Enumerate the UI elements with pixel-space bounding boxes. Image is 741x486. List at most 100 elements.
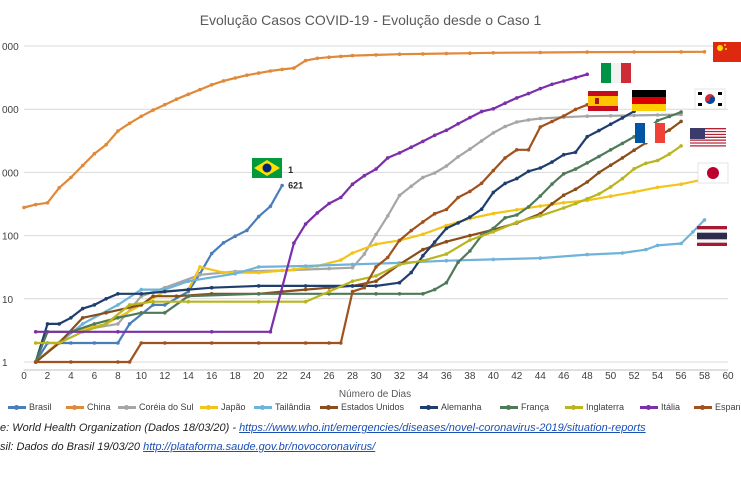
data-point-alemanha: [104, 297, 108, 301]
data-point-brasil: [163, 303, 167, 307]
data-point-coreia-do-sul: [362, 252, 367, 256]
x-tick-label: 46: [558, 371, 570, 382]
legend-swatch: [565, 404, 583, 410]
spain-flag: [588, 91, 618, 111]
data-point-inglaterra: [597, 192, 601, 196]
x-tick-label: 28: [347, 371, 359, 382]
data-point-italia: [468, 115, 472, 120]
x-tick-label: 50: [605, 371, 617, 382]
data-point-tailandia: [644, 247, 648, 252]
data-point-espanha: [550, 119, 554, 124]
data-point-franca: [456, 260, 460, 265]
data-point-espanha: [468, 189, 472, 194]
y-tick-label: 000: [2, 168, 19, 179]
data-point-brasil: [92, 341, 97, 345]
data-point-coreia-do-sul: [456, 155, 460, 159]
x-tick-label: 44: [535, 371, 547, 382]
x-tick-label: 38: [464, 371, 476, 382]
data-point-estados-unidos: [667, 128, 672, 132]
legend-item: Inglaterra: [565, 402, 624, 412]
data-point-inglaterra: [561, 206, 566, 210]
data-point-alemanha: [69, 316, 73, 320]
data-point-italia: [479, 109, 484, 114]
data-point-franca: [256, 292, 261, 296]
x-tick-label: 2: [45, 371, 51, 382]
data-point-estados-unidos: [468, 233, 472, 238]
saude-link[interactable]: http://plataforma.saude.gov.br/novocoron…: [143, 441, 376, 453]
data-point-china: [139, 114, 144, 119]
data-point-franca: [538, 194, 543, 198]
data-point-italia: [339, 195, 343, 200]
data-point-alemanha: [57, 322, 61, 326]
data-point-coreia-do-sul: [116, 322, 120, 326]
data-point-china: [116, 129, 120, 133]
data-point-alemanha: [303, 284, 308, 288]
legend-swatch: [500, 404, 518, 410]
data-point-japao: [292, 267, 296, 272]
data-point-coreia-do-sul: [327, 266, 331, 271]
data-point-inglaterra: [632, 167, 636, 171]
x-tick-label: 8: [115, 371, 121, 382]
legend-swatch: [66, 404, 84, 410]
data-point-espanha: [303, 341, 308, 345]
data-point-inglaterra: [620, 176, 625, 181]
data-point-inglaterra: [374, 274, 378, 278]
data-point-franca: [667, 114, 672, 119]
x-tick-label: 30: [370, 371, 382, 382]
x-tick-label: 4: [68, 371, 74, 382]
flags-layer: [252, 42, 741, 246]
x-axis-label: Número de Dias: [339, 389, 411, 400]
data-point-espanha: [526, 148, 531, 152]
series-coreia-do-sul: [33, 112, 683, 364]
data-point-tailandia: [303, 264, 308, 268]
data-point-brasil: [221, 241, 226, 245]
data-point-tailandia: [679, 241, 683, 246]
series-line-japao: [34, 178, 705, 363]
data-point-tailandia: [655, 243, 660, 248]
legend-label: Coréia do Sul: [139, 402, 194, 412]
data-point-inglaterra: [33, 341, 38, 345]
x-tick-label: 52: [629, 371, 641, 382]
data-point-china: [350, 53, 355, 58]
data-point-italia: [292, 241, 296, 245]
source-who-prefix: e: World Health Organization (Dados 18/0…: [0, 422, 240, 434]
y-tick-label: 000: [2, 42, 19, 53]
who-link[interactable]: https://www.who.int/emergencies/diseases…: [239, 422, 646, 434]
data-point-inglaterra: [397, 262, 402, 267]
data-point-inglaterra: [468, 238, 472, 242]
data-point-franca: [679, 110, 683, 114]
data-point-china: [632, 50, 636, 54]
france-flag: [635, 123, 665, 143]
x-tick-label: 36: [441, 371, 453, 382]
data-point-coreia-do-sul: [385, 214, 390, 218]
data-point-espanha: [163, 341, 167, 345]
data-point-inglaterra: [421, 258, 425, 263]
data-point-inglaterra: [327, 289, 331, 294]
data-point-italia: [456, 122, 460, 126]
source-note-brasil: sil: Dados do Brasil 19/03/20 http://pla…: [0, 441, 375, 453]
data-point-italia: [538, 86, 543, 91]
data-point-coreia-do-sul: [538, 116, 543, 121]
data-point-alemanha: [573, 150, 578, 155]
data-point-china: [221, 79, 226, 83]
data-point-franca: [491, 226, 496, 231]
data-point-italia: [526, 91, 531, 96]
legend-label: Itália: [661, 402, 681, 412]
series-franca: [33, 110, 683, 364]
data-point-china: [127, 121, 132, 126]
data-point-alemanha: [479, 207, 484, 211]
data-point-japao: [421, 232, 425, 237]
legend: Brasil China Coréia do Sul Japão Tailândia Es…: [0, 402, 741, 418]
data-point-alemanha: [409, 270, 414, 275]
data-point-alemanha: [561, 152, 566, 157]
data-point-alemanha: [538, 166, 543, 170]
data-point-espanha: [561, 114, 566, 118]
x-tick-label: 10: [136, 371, 148, 382]
data-point-franca: [632, 135, 636, 139]
source-note-who: e: World Health Organization (Dados 18/0…: [0, 422, 646, 434]
data-point-japao: [515, 208, 519, 212]
data-point-coreia-do-sul: [444, 164, 449, 168]
data-point-espanha: [409, 228, 414, 233]
series-alemanha: [33, 109, 636, 364]
data-point-china: [45, 201, 50, 205]
